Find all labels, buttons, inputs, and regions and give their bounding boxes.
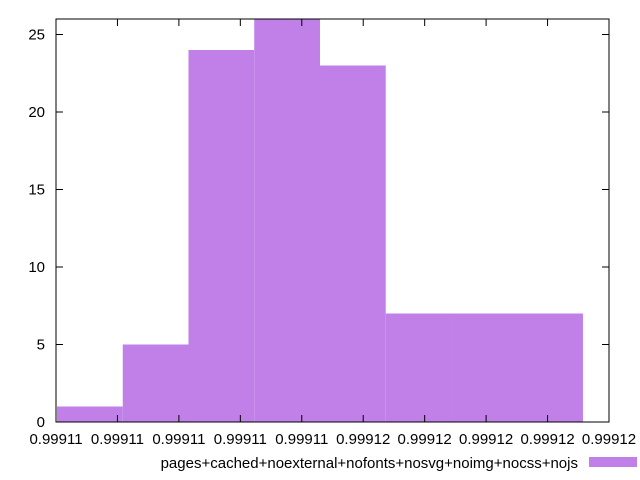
x-tick-label: 0.99911 [152, 431, 205, 448]
x-axis: 0.99911 0.99911 0.99911 0.99911 0.99911 0.999… [29, 19, 636, 448]
histogram-bar [57, 406, 123, 422]
histogram-bar [451, 313, 583, 422]
histogram-bar [385, 313, 452, 422]
y-tick-label: 0 [37, 414, 45, 431]
bars-group [57, 19, 583, 422]
y-tick-label: 25 [28, 27, 45, 44]
x-tick-label: 0.99911 [29, 431, 82, 448]
x-tick-label: 0.99911 [91, 431, 144, 448]
y-axis: 0 5 10 15 20 25 [28, 27, 609, 431]
x-tick-label: 0.99911 [275, 431, 328, 448]
histogram-bar [188, 50, 255, 422]
x-tick-label: 0.99912 [459, 431, 513, 448]
y-tick-label: 5 [37, 337, 45, 354]
legend: pages+cached+noexternal+nofonts+nosvg+no… [161, 455, 637, 472]
histogram-bar [122, 344, 189, 422]
y-tick-label: 10 [28, 259, 45, 276]
y-tick-label: 15 [28, 182, 45, 199]
x-tick-label: 0.99912 [582, 431, 636, 448]
y-tick-label: 20 [28, 104, 45, 121]
x-tick-label: 0.99912 [520, 431, 574, 448]
x-tick-label: 0.99911 [214, 431, 267, 448]
x-tick-label: 0.99912 [398, 431, 452, 448]
histogram-bar [254, 19, 320, 422]
legend-swatch [589, 457, 637, 467]
legend-label: pages+cached+noexternal+nofonts+nosvg+no… [161, 455, 578, 472]
histogram-bar [319, 65, 386, 422]
plot-frame [55, 18, 610, 423]
x-tick-label: 0.99912 [336, 431, 390, 448]
